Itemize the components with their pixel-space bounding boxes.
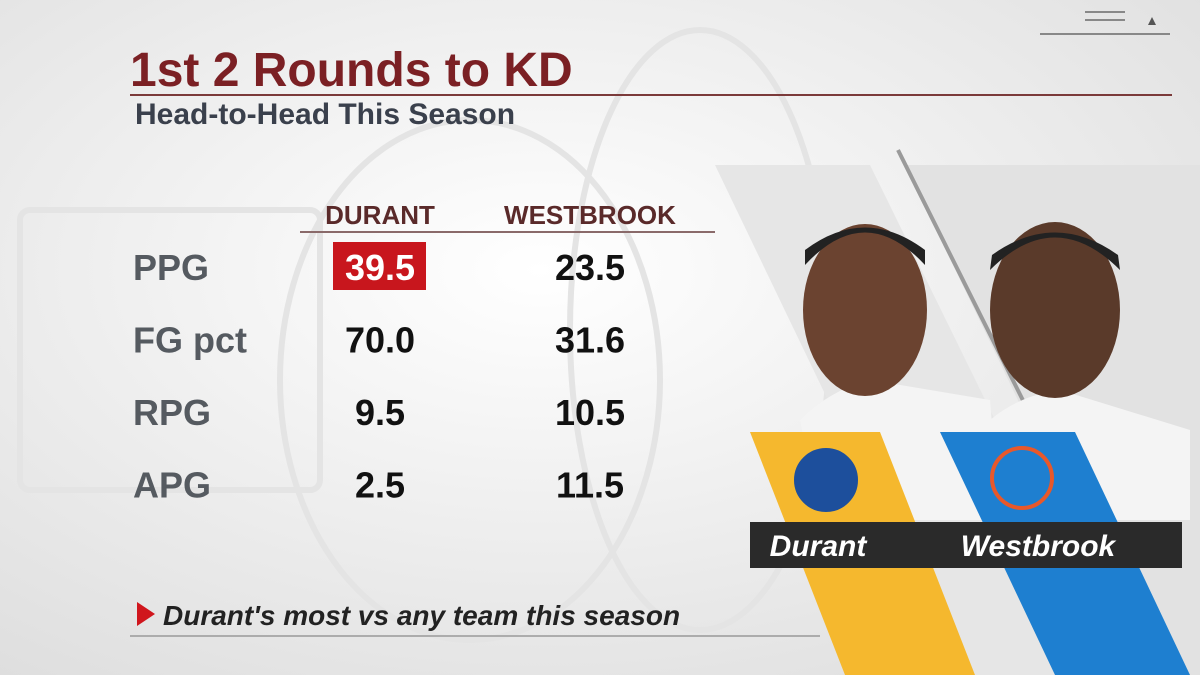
player-name: Durant: [770, 530, 869, 563]
bullet: [137, 602, 155, 626]
subtitle: Head-to-Head This Season: [135, 98, 515, 131]
name-bar: [750, 522, 1182, 568]
player-photo: [800, 224, 1000, 520]
highlight-box: [333, 242, 426, 290]
menu-icon[interactable]: [1040, 11, 1170, 35]
stat-value: 23.5: [555, 247, 625, 288]
column-header: DURANT: [325, 200, 435, 230]
stat-value: 70.0: [345, 320, 415, 361]
stat-value: 2.5: [355, 465, 405, 506]
footnote: Durant's most vs any team this season: [163, 600, 680, 631]
stat-value: 10.5: [555, 392, 625, 433]
up-icon[interactable]: [1148, 17, 1156, 25]
stat-value: 11.5: [556, 465, 624, 506]
stat-value: 9.5: [355, 392, 405, 433]
row-label: PPG: [133, 247, 209, 288]
team-logo: [790, 444, 862, 516]
row-label: APG: [133, 465, 211, 506]
stat-value: 31.6: [555, 320, 625, 361]
stat-value: 39.5: [345, 247, 415, 288]
player-name: Westbrook: [961, 530, 1117, 563]
column-header: WESTBROOK: [504, 200, 676, 230]
title: 1st 2 Rounds to KD: [130, 44, 573, 97]
row-label: RPG: [133, 392, 211, 433]
row-label: FG pct: [133, 320, 247, 361]
team-logo: [990, 446, 1054, 510]
